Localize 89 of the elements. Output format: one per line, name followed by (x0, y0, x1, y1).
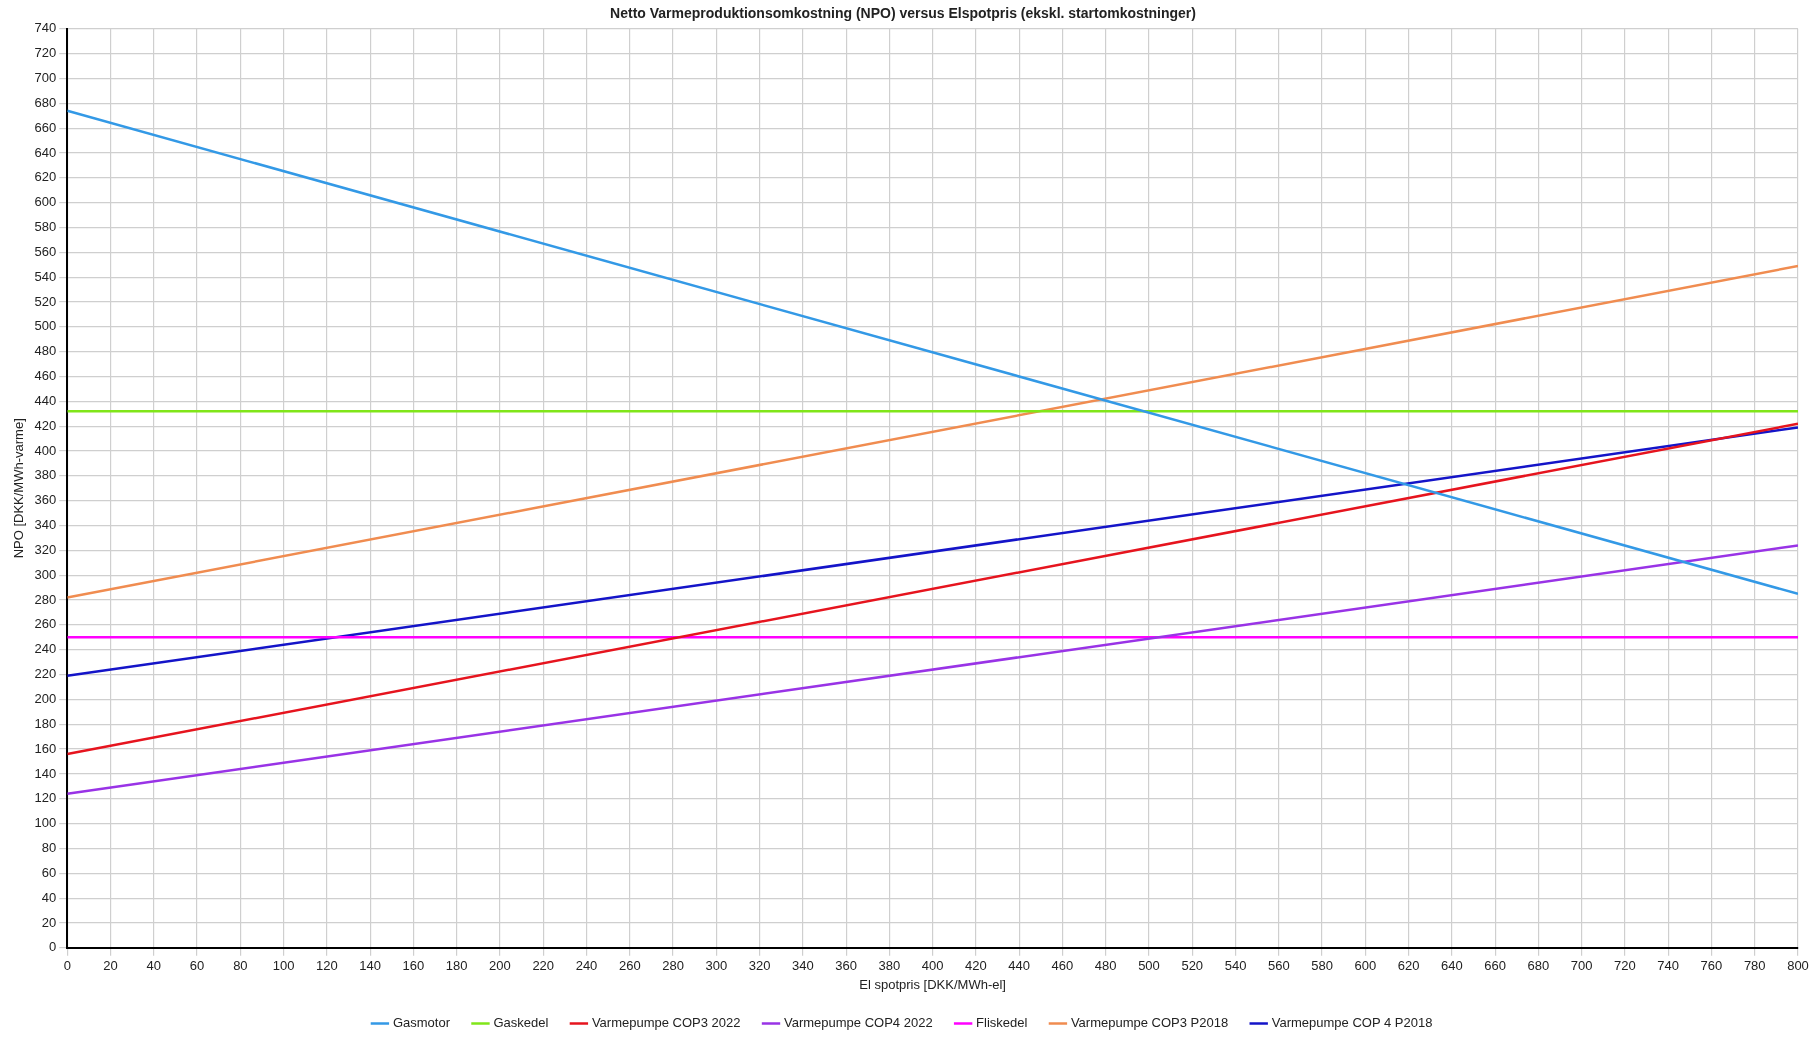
y-tick-label: 660 (34, 119, 57, 135)
y-tick-label: 700 (34, 70, 57, 86)
x-tick-label: 660 (1484, 958, 1506, 974)
x-tick-label: 40 (146, 958, 162, 974)
legend-label: Varmepumpe COP 4 P2018 (1271, 1015, 1433, 1031)
y-tick-label: 720 (34, 45, 57, 61)
y-tick-label: 460 (34, 368, 57, 384)
x-tick-label: 360 (835, 958, 857, 974)
y-tick-label: 120 (34, 790, 57, 806)
x-tick-label: 280 (662, 958, 684, 974)
x-tick-label: 580 (1311, 958, 1333, 974)
x-tick-label: 60 (189, 958, 205, 974)
x-tick-label: 460 (1051, 958, 1074, 974)
x-tick-label: 440 (1008, 958, 1031, 974)
y-tick-label: 640 (34, 144, 57, 160)
y-tick-label: 440 (34, 392, 57, 408)
chart-title: Netto Varmeproduktionsomkostning (NPO) versus Elspotpris (ekskl. startomkostninger) (610, 5, 1196, 22)
x-tick-label: 560 (1267, 958, 1290, 974)
y-tick-label: 60 (41, 864, 57, 880)
y-tick-label: 0 (49, 939, 57, 955)
y-tick-label: 500 (34, 318, 57, 334)
x-tick-label: 160 (402, 958, 425, 974)
y-tick-label: 360 (34, 492, 57, 508)
x-tick-label: 700 (1570, 958, 1593, 974)
x-tick-label: 620 (1397, 958, 1420, 974)
y-tick-label: 740 (34, 20, 57, 36)
y-tick-label: 420 (34, 417, 57, 433)
x-tick-label: 520 (1181, 958, 1204, 974)
x-tick-label: 380 (878, 958, 901, 974)
x-tick-label: 740 (1657, 958, 1680, 974)
y-tick-label: 340 (34, 517, 57, 533)
x-tick-label: 780 (1743, 958, 1766, 974)
y-tick-label: 540 (34, 268, 57, 284)
x-tick-label: 420 (965, 958, 987, 974)
y-tick-label: 240 (34, 641, 57, 657)
x-tick-label: 480 (1094, 958, 1117, 974)
x-tick-label: 340 (791, 958, 814, 974)
x-tick-label: 800 (1787, 958, 1809, 974)
x-tick-label: 100 (272, 958, 295, 974)
x-tick-label: 120 (316, 958, 338, 974)
legend-label: Fliskedel (976, 1015, 1028, 1031)
x-tick-label: 20 (103, 958, 118, 974)
x-tick-label: 180 (445, 958, 468, 974)
x-tick-label: 240 (575, 958, 598, 974)
y-tick-label: 520 (34, 293, 57, 309)
legend-label: Gaskedel (493, 1015, 549, 1031)
legend-label: Varmepumpe COP3 2022 (591, 1015, 741, 1031)
x-tick-label: 300 (705, 958, 728, 974)
y-tick-label: 260 (34, 616, 57, 632)
y-tick-label: 160 (34, 740, 57, 756)
x-tick-label: 80 (233, 958, 248, 974)
legend-label: Varmepumpe COP3 P2018 (1070, 1015, 1229, 1031)
y-axis-title: NPO [DKK/MWh-varme] (11, 418, 27, 559)
x-tick-label: 500 (1138, 958, 1160, 974)
y-tick-label: 320 (34, 541, 57, 557)
x-tick-label: 260 (618, 958, 641, 974)
x-axis-title: El spotpris [DKK/MWh-el] (859, 976, 1006, 992)
x-tick-label: 220 (532, 958, 555, 974)
x-tick-label: 680 (1527, 958, 1550, 974)
x-tick-label: 760 (1700, 958, 1723, 974)
y-tick-label: 100 (34, 815, 57, 831)
x-tick-label: 540 (1224, 958, 1247, 974)
y-tick-label: 580 (34, 219, 57, 235)
y-tick-label: 300 (34, 566, 57, 582)
x-tick-label: 320 (748, 958, 771, 974)
y-tick-label: 600 (34, 194, 57, 210)
y-tick-label: 380 (34, 467, 57, 483)
y-tick-label: 180 (34, 715, 57, 731)
x-tick-label: 640 (1441, 958, 1463, 974)
legend-label: Varmepumpe COP4 2022 (784, 1015, 933, 1031)
y-tick-label: 20 (41, 914, 57, 930)
y-tick-label: 80 (41, 840, 57, 856)
y-tick-label: 140 (34, 765, 57, 781)
y-tick-label: 400 (34, 442, 57, 458)
x-tick-label: 600 (1354, 958, 1377, 974)
legend-label: Gasmotor (392, 1015, 451, 1031)
x-tick-label: 400 (921, 958, 944, 974)
x-tick-label: 200 (489, 958, 511, 974)
y-tick-label: 560 (34, 243, 57, 259)
y-tick-label: 40 (41, 889, 57, 905)
y-tick-label: 220 (34, 666, 57, 682)
x-tick-label: 720 (1614, 958, 1636, 974)
y-tick-label: 620 (34, 169, 57, 185)
y-tick-label: 200 (34, 691, 57, 706)
x-tick-label: 140 (359, 958, 382, 974)
y-tick-label: 480 (34, 343, 57, 359)
x-tick-label: 0 (63, 958, 71, 974)
y-tick-label: 680 (34, 94, 57, 110)
y-tick-label: 280 (34, 591, 57, 607)
